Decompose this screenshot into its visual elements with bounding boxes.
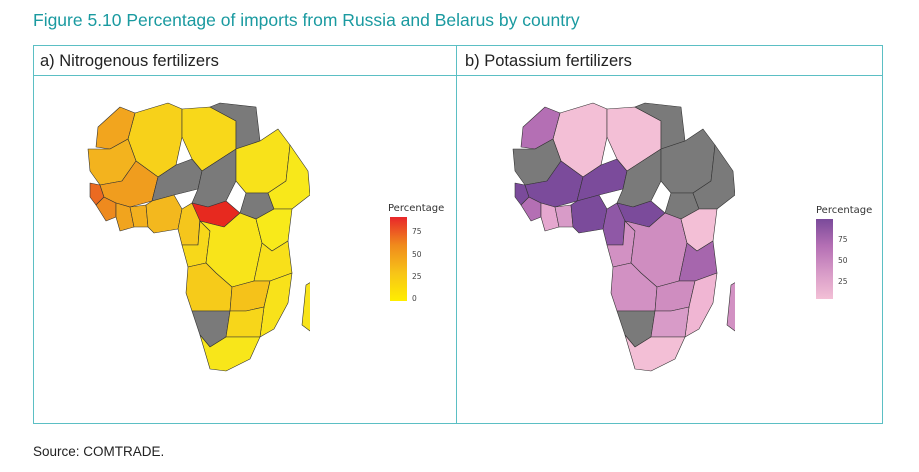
panel-divider: [456, 45, 457, 424]
region-zimbabwe: [650, 306, 690, 338]
figure-frame: [33, 45, 883, 424]
panel-b-title: b) Potassium fertilizers: [465, 52, 632, 70]
legend-tick: 50: [412, 250, 422, 259]
region-madagascar: [726, 282, 735, 332]
nitrogenous-map: [87, 102, 310, 372]
legend-tick: 25: [412, 272, 422, 281]
legend-tick: 50: [838, 256, 848, 265]
figure-title: Figure 5.10 Percentage of imports from R…: [33, 10, 580, 30]
region-madagascar: [301, 282, 310, 332]
header-divider: [33, 75, 883, 76]
legend-tick: 25: [838, 277, 848, 286]
region-ethiopia: [267, 144, 310, 210]
legend-tick: 0: [412, 294, 417, 303]
potassium-map: [512, 102, 735, 372]
legend-potassium: Percentage 75 50 25: [816, 205, 886, 300]
legend-title: Percentage: [388, 203, 445, 214]
region-south-africa: [199, 334, 261, 372]
region-ethiopia: [692, 144, 735, 210]
legend-colorbar: [816, 219, 833, 299]
figure-source: Source: COMTRADE.: [33, 444, 165, 459]
legend-title: Percentage: [816, 205, 873, 216]
panel-a-title: a) Nitrogenous fertilizers: [40, 52, 219, 70]
region-south-africa: [624, 334, 686, 372]
legend-nitrogenous: Percentage 75 50 25 0: [388, 203, 460, 303]
legend-tick: 75: [838, 235, 848, 244]
region-zimbabwe: [225, 306, 265, 338]
legend-colorbar: [390, 217, 407, 301]
legend-tick: 75: [412, 227, 422, 236]
